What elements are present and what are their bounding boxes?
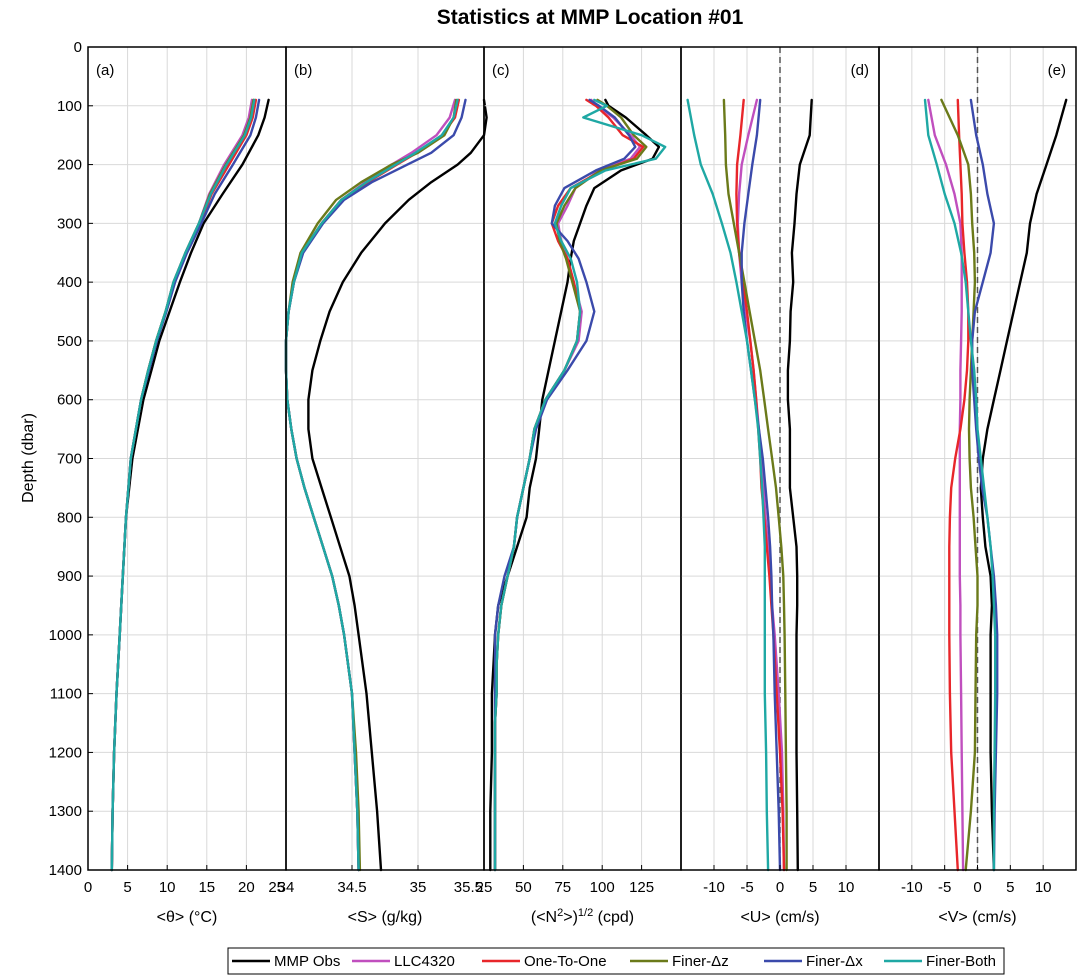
series-line-finer-z [940, 98, 979, 872]
x-tick-label: 35 [410, 879, 427, 896]
x-tick-label: 25 [268, 879, 285, 896]
chart-title: Statistics at MMP Location #01 [437, 6, 744, 29]
series-line-llc4320 [284, 98, 457, 872]
series-line-finer-both [110, 98, 256, 872]
x-axis-label-part: 1/2 [578, 907, 593, 919]
series-line-finer-x [493, 98, 637, 872]
series-line-llc4320 [110, 98, 254, 872]
legend-entry: Finer-Both [926, 953, 996, 970]
x-axis-label-part: (<N [531, 909, 557, 926]
x-axis-label-part: (cpd) [593, 909, 634, 926]
x-tick-label: 10 [1035, 879, 1052, 896]
panel-e: -10 -5 0 5 10 (e) <V> (cm/s) [878, 46, 1077, 926]
y-axis-label: Depth (dbar) [20, 413, 37, 503]
series-line-finer-x [284, 98, 467, 872]
x-axis-label: <V> (cm/s) [938, 909, 1016, 926]
series-line-one-to-one [110, 98, 258, 872]
x-tick-label: 75 [554, 879, 571, 896]
panel-c: 25 50 75 100 125 (c) (<N2>)1/2 (cpd) [476, 46, 682, 926]
panels: 0 5 10 15 20 25(a)<θ> (°C)34 34.5 35 35.5(b)<S> … [84, 46, 1077, 926]
x-tick-label: 15 [198, 879, 215, 896]
series-line-mmp-obs [786, 98, 813, 872]
series-line-one-to-one [948, 98, 970, 872]
x-axis-label: <θ> (°C) [157, 909, 218, 926]
x-tick-label: 0 [84, 879, 92, 896]
x-axis-label: <S> (g/kg) [348, 909, 423, 926]
series-line-one-to-one [493, 98, 645, 872]
x-tick-label: 10 [838, 879, 855, 896]
y-tick-label: 300 [57, 215, 82, 232]
y-tick-label: 1200 [49, 744, 82, 761]
y-tick-label: 200 [57, 157, 82, 174]
series-line-finer-both [923, 98, 997, 872]
y-tick-label: 900 [57, 568, 82, 585]
legend-entry: MMP Obs [274, 953, 340, 970]
x-tick-label: 0 [776, 879, 784, 896]
x-tick-label: 125 [629, 879, 654, 896]
x-tick-label: 20 [238, 879, 255, 896]
y-tick-label: 700 [57, 451, 82, 468]
x-tick-label: -5 [938, 879, 951, 896]
legend-entry: Finer-Δz [672, 953, 729, 970]
x-tick-label: 25 [476, 879, 493, 896]
x-tick-label: 0 [973, 879, 981, 896]
y-tick-label: 800 [57, 509, 82, 526]
x-tick-label: 35.5 [454, 879, 483, 896]
y-axis-ticks: 0 100 200 300 400 500 600 700 800 900 1000 1100 1200… [49, 39, 82, 879]
x-tick-label: 50 [515, 879, 532, 896]
panel-a: 0 5 10 15 20 25 (a) <θ> (°C) [84, 46, 287, 926]
panel-label: (e) [1048, 62, 1066, 79]
series-line-mmp-obs [307, 98, 488, 872]
series-line-finer-z [722, 98, 788, 872]
x-tick-label: 5 [809, 879, 817, 896]
x-axis-label: <U> (cm/s) [740, 909, 819, 926]
y-tick-label: 1300 [49, 803, 82, 820]
panel-label: (a) [96, 62, 114, 79]
x-axis-label-part: >) [563, 909, 578, 926]
series-line-mmp-obs [979, 98, 1068, 872]
legend-entry: Finer-Δx [806, 953, 863, 970]
y-tick-label: 100 [57, 98, 82, 115]
panel-d: -10 -5 0 5 10 (d) <U> (cm/s) [680, 46, 880, 926]
y-tick-label: 1100 [50, 686, 82, 703]
legend-items: MMP Obs LLC4320 One-To-One Finer-Δz Finer-Δx… [232, 953, 996, 970]
series-line-finer-both [493, 98, 667, 872]
series-line-finer-x [969, 98, 999, 872]
series-line-llc4320 [927, 98, 965, 872]
x-tick-label: 10 [159, 879, 176, 896]
legend-entry: LLC4320 [394, 953, 455, 970]
y-tick-label: 400 [57, 274, 82, 291]
y-tick-label: 1000 [49, 627, 82, 644]
y-tick-label: 0 [74, 39, 82, 56]
x-tick-label: 5 [1006, 879, 1014, 896]
x-tick-label: -5 [740, 879, 753, 896]
x-axis-label: (<N2>)1/2 (cpd) [531, 907, 634, 926]
panel-b: 34 34.5 35 35.5 (b) <S> (g/kg) [278, 46, 488, 926]
panel-label: (c) [492, 62, 510, 79]
series-line-mmp-obs [489, 98, 661, 872]
series-line-finer-x [110, 98, 261, 872]
legend-entry: One-To-One [524, 953, 607, 970]
series-line-llc4320 [493, 98, 642, 872]
x-tick-label: -10 [901, 879, 923, 896]
legend: MMP Obs LLC4320 One-To-One Finer-Δz Finer-Δx… [227, 947, 1005, 975]
x-tick-label: 34.5 [337, 879, 366, 896]
series-line-finer-z [493, 98, 648, 872]
y-tick-label: 1400 [49, 862, 82, 879]
panel-label: (d) [851, 62, 869, 79]
x-tick-label: 34 [278, 879, 295, 896]
series-line-finer-z [110, 98, 255, 872]
series-line-mmp-obs [110, 98, 270, 872]
x-tick-label: -10 [703, 879, 725, 896]
panel-label: (b) [294, 62, 312, 79]
x-tick-label: 5 [123, 879, 131, 896]
series-line-finer-both [686, 98, 770, 872]
y-tick-label: 500 [57, 333, 82, 350]
x-tick-label: 100 [590, 879, 615, 896]
y-tick-label: 600 [57, 392, 82, 409]
x-axis-label-part: 2 [557, 907, 563, 919]
